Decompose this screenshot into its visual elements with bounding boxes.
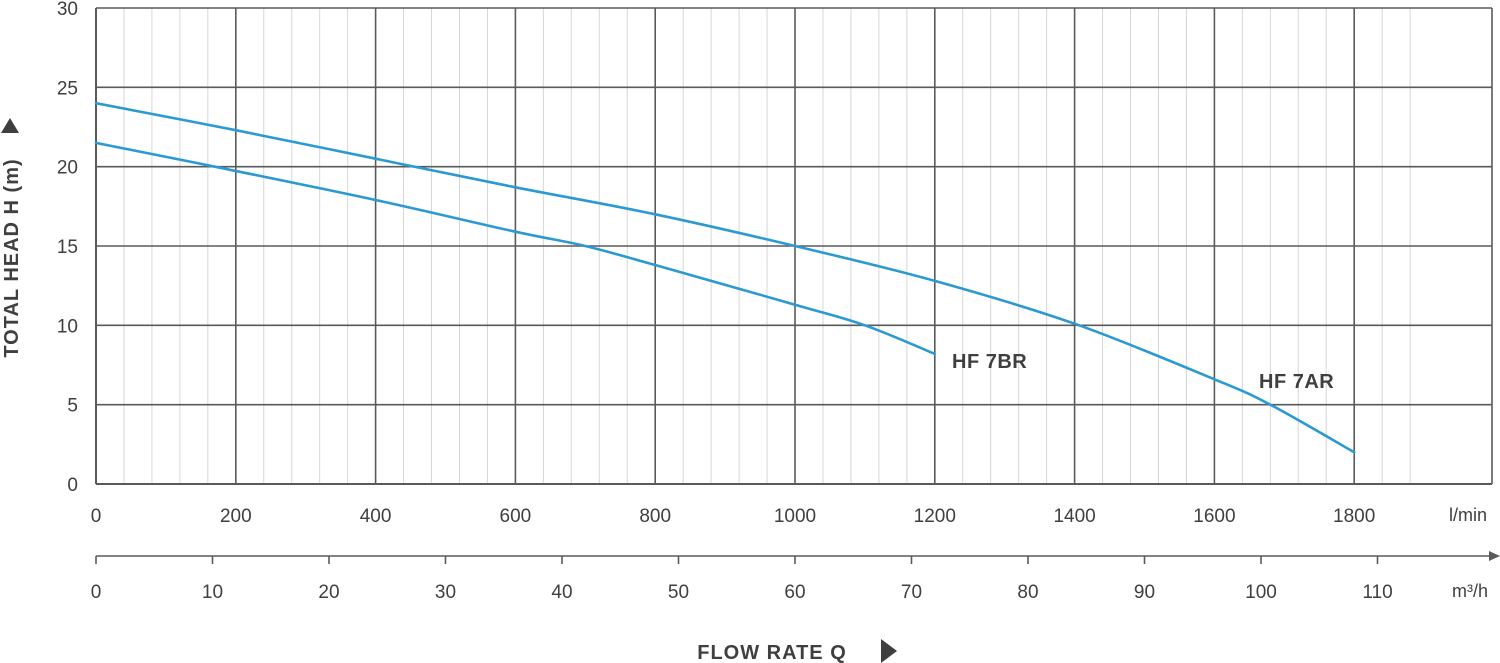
- x2-tick-label: 110: [1362, 582, 1392, 603]
- y-axis-title: TOTAL HEAD H (m): [1, 158, 23, 357]
- x2-tick-label: 50: [668, 582, 689, 603]
- x-tick-label: 600: [500, 506, 532, 527]
- x2-axis-arrowhead-icon: [1489, 551, 1500, 561]
- y-tick-label: 0: [67, 475, 78, 496]
- x2-tick-label: 30: [435, 582, 456, 603]
- series-label-hf7br: HF 7BR: [952, 351, 1027, 373]
- x2-tick-label: 0: [91, 582, 102, 603]
- x2-tick-label: 80: [1017, 582, 1038, 603]
- x2-tick-label: 20: [318, 582, 339, 603]
- x2-tick-label: 90: [1134, 582, 1155, 603]
- x-tick-label: 1200: [914, 506, 956, 527]
- y-axis-arrow-icon: [1, 118, 19, 133]
- x-axis-unit-label: l/min: [1449, 505, 1487, 525]
- x-tick-label: 1000: [774, 506, 816, 527]
- x-axis-title: FLOW RATE Q: [697, 642, 847, 663]
- x-tick-label: 1800: [1333, 506, 1375, 527]
- x-tick-label: 1400: [1053, 506, 1095, 527]
- secondary-x-axis: 0 10 20 30 40 50 60 70 80 90 100 110: [91, 551, 1500, 603]
- series-line-hf7ar: [94, 101, 1356, 454]
- y-tick-label: 5: [67, 396, 78, 417]
- x2-tick-label: 10: [202, 582, 223, 603]
- y-tick-label: 15: [57, 237, 78, 258]
- y-tick-label: 25: [57, 78, 78, 99]
- y-tick-label: 10: [57, 316, 78, 337]
- x-tick-label: 1600: [1193, 506, 1235, 527]
- x2-tick-label: 60: [784, 582, 805, 603]
- x-tick-label: 0: [91, 506, 102, 527]
- x-tick-label: 400: [360, 506, 392, 527]
- x-axis-tick-labels: 0 200 400 600 800 1000 1200 1400 1600 1800: [91, 506, 1376, 527]
- x-tick-label: 800: [639, 506, 671, 527]
- y-tick-label: 20: [57, 158, 78, 179]
- series-label-hf7ar: HF 7AR: [1259, 371, 1334, 393]
- series-labels: HF 7BR HF 7AR: [952, 351, 1334, 393]
- major-gridlines: [95, 7, 1493, 485]
- y-tick-label: 30: [57, 0, 78, 20]
- series-line-hf7br: [94, 141, 937, 356]
- x2-tick-label: 40: [551, 582, 572, 603]
- series-lines: [94, 101, 1356, 454]
- x-axis-arrow-icon: [881, 639, 897, 663]
- x-tick-label: 200: [220, 506, 252, 527]
- y-axis-tick-labels: 0 5 10 15 20 25 30: [57, 0, 78, 496]
- x2-tick-label: 100: [1245, 582, 1277, 603]
- x2-axis-unit-label: m³/h: [1452, 581, 1488, 601]
- x2-tick-label: 70: [901, 582, 922, 603]
